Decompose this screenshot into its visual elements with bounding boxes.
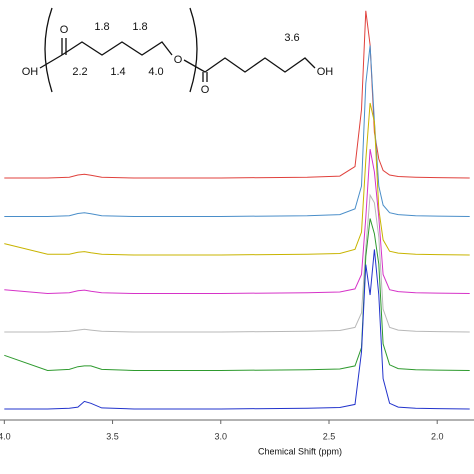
- bracket: [44, 7, 53, 93]
- atom-label: O: [201, 84, 210, 96]
- shift-label: 3.6: [284, 32, 299, 44]
- x-tick-label: 2.0: [431, 431, 444, 441]
- spectrum-line: [4, 193, 470, 333]
- x-tick-label: 3.0: [215, 431, 228, 441]
- atom-label: OH: [317, 66, 334, 78]
- spectrum-line: [4, 218, 470, 372]
- spectrum-line: [4, 249, 470, 410]
- spectrum-line: [4, 102, 470, 256]
- shift-label: 1.8: [94, 21, 109, 33]
- spectrum-line: [4, 45, 470, 217]
- atom-label: OH: [22, 66, 39, 78]
- shift-label: 1.4: [110, 66, 125, 78]
- chain: [183, 57, 316, 73]
- spectrum-line: [4, 10, 470, 179]
- bond: [39, 54, 63, 69]
- x-axis-label: Chemical Shift (ppm): [258, 446, 342, 456]
- x-tick-label: 2.5: [323, 431, 336, 441]
- chain: [61, 41, 173, 56]
- spectrum-line: [4, 149, 470, 295]
- bracket: [189, 7, 198, 93]
- atom-label: O: [60, 24, 69, 36]
- shift-label: 2.2: [72, 66, 87, 78]
- chemical-structure: O OH 1.8 1.8 2.2 1.4 4.0 O O 3.6 OH: [22, 7, 334, 96]
- atom-label: O: [174, 54, 183, 66]
- x-tick-label: 4.0: [0, 431, 11, 441]
- shift-label: 4.0: [148, 66, 163, 78]
- shift-label: 1.8: [132, 21, 147, 33]
- x-tick-label: 3.5: [106, 431, 119, 441]
